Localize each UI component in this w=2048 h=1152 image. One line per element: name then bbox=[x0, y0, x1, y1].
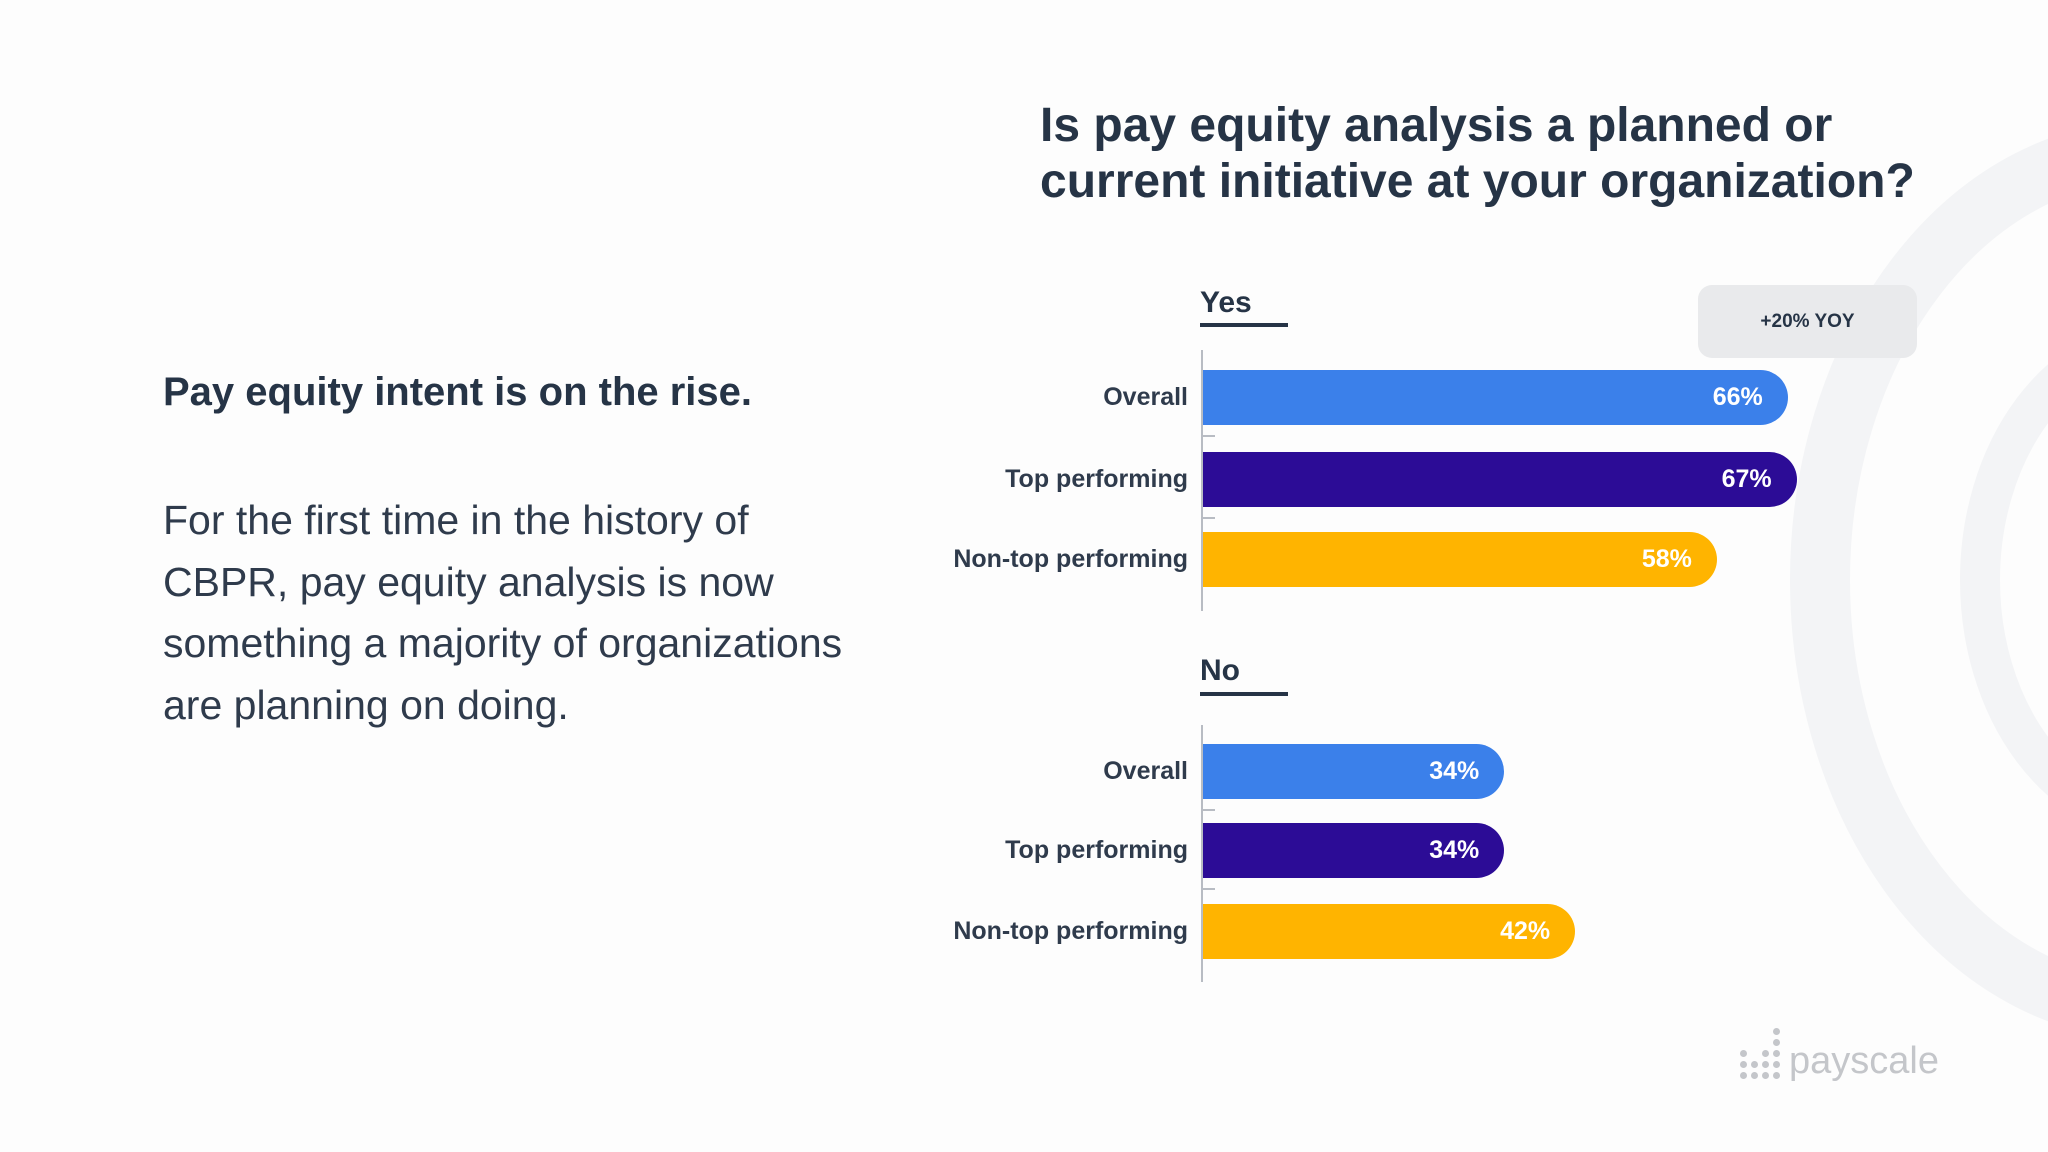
yoy-badge: +20% YOY bbox=[1698, 285, 1917, 358]
bar bbox=[1203, 452, 1797, 507]
decorative-circle bbox=[1960, 364, 2048, 796]
axis-tick bbox=[1203, 435, 1215, 437]
decorative-circle bbox=[1790, 138, 2048, 1022]
bar bbox=[1203, 823, 1505, 878]
data-label: 67% bbox=[1721, 465, 1772, 493]
category-label: Non-top performing bbox=[953, 545, 1188, 573]
payscale-logo: payscale bbox=[1740, 1028, 1939, 1080]
category-label: Non-top performing bbox=[953, 917, 1188, 945]
group-underline bbox=[1200, 323, 1288, 327]
category-label: Top performing bbox=[1005, 465, 1188, 493]
data-label: 42% bbox=[1500, 917, 1551, 945]
lead-heading: Pay equity intent is on the rise. bbox=[163, 370, 753, 414]
logo-wordmark: payscale bbox=[1789, 1040, 1939, 1082]
axis-tick bbox=[1203, 888, 1215, 890]
body-text: For the first time in the history of CBP… bbox=[163, 497, 843, 728]
bar bbox=[1203, 370, 1788, 425]
bar bbox=[1203, 904, 1576, 959]
decorative-arcs bbox=[1790, 138, 2048, 1022]
axis-line bbox=[1201, 725, 1203, 982]
group-label: Yes bbox=[1200, 286, 1252, 319]
axis-line bbox=[1201, 350, 1203, 611]
group-underline bbox=[1200, 692, 1288, 696]
axis-tick bbox=[1203, 809, 1215, 811]
data-label: 66% bbox=[1712, 383, 1763, 411]
axis-tick bbox=[1203, 517, 1215, 519]
category-label: Overall bbox=[1103, 757, 1188, 785]
data-label: 34% bbox=[1429, 836, 1480, 864]
bar bbox=[1203, 744, 1505, 799]
bar bbox=[1203, 532, 1717, 587]
category-label: Overall bbox=[1103, 383, 1188, 411]
group-label: No bbox=[1200, 654, 1240, 687]
data-label: 58% bbox=[1641, 545, 1692, 573]
data-label: 34% bbox=[1429, 757, 1480, 785]
chart-title: Is pay equity analysis a planned or curr… bbox=[1040, 99, 1915, 208]
category-label: Top performing bbox=[1005, 836, 1188, 864]
logo-dots-icon bbox=[1740, 1028, 1781, 1080]
